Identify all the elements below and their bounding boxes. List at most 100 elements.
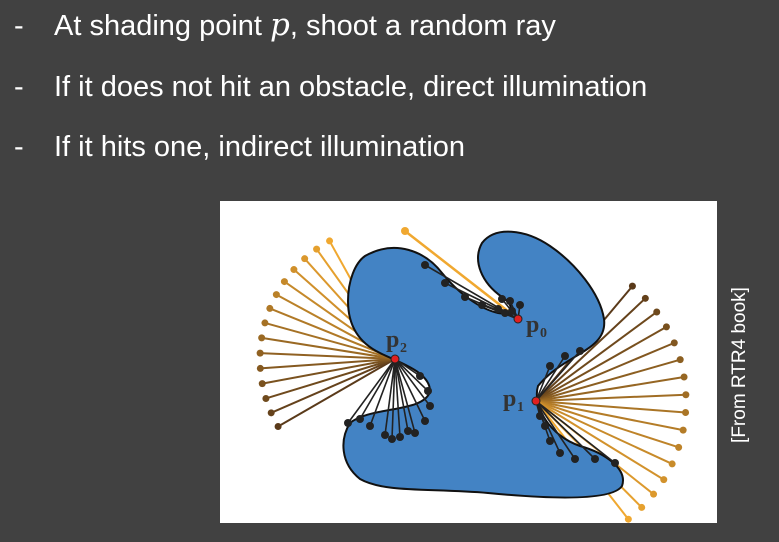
escaping-ray xyxy=(535,311,658,402)
blocked-ray xyxy=(535,400,576,460)
ray-hit-dot xyxy=(421,261,429,269)
ray-hit-dot xyxy=(461,293,469,301)
ray-hit-dot xyxy=(516,301,524,309)
blocked-ray xyxy=(394,358,426,422)
ray-arrowhead xyxy=(258,380,266,388)
ray-arrowhead xyxy=(682,391,690,399)
ray-hit-dot xyxy=(576,347,584,355)
ray-hit-dot xyxy=(494,305,502,313)
ray-hit-dot xyxy=(396,433,404,441)
ray-arrowhead xyxy=(680,373,688,381)
ray-arrowhead xyxy=(274,423,282,430)
escaping-ray xyxy=(265,358,396,400)
bullet-dash: - xyxy=(14,10,24,42)
escaping-ray xyxy=(535,358,681,402)
ray-arrowhead xyxy=(682,409,690,417)
shading-point-p0 xyxy=(513,314,523,324)
point-label-p1: p 1 xyxy=(503,386,524,415)
blocked-ray xyxy=(535,355,566,402)
bullet-dash: - xyxy=(14,131,24,163)
ray-arrowhead xyxy=(401,227,409,235)
point-label-p0: p 0 xyxy=(526,312,547,341)
ray-hit-dot xyxy=(381,431,389,439)
ray-arrowhead xyxy=(313,245,321,253)
escaping-ray xyxy=(262,358,396,385)
bullet-text-start: At shading point xyxy=(54,10,271,42)
ray-hit-dot xyxy=(388,435,396,443)
bullet-text: If it does not hit an obstacle, direct i… xyxy=(54,71,648,103)
blocked-ray-group xyxy=(344,261,619,467)
point-label-p2-sub: 2 xyxy=(400,341,407,356)
ray-arrowhead xyxy=(650,490,658,498)
bullet-text: If it hits one, indirect illumination xyxy=(54,131,466,163)
ray-arrowhead xyxy=(290,266,298,274)
escaping-ray xyxy=(277,358,396,428)
ray-arrowhead xyxy=(670,339,678,347)
point-label-p1-sub: 1 xyxy=(517,400,524,415)
escaping-ray xyxy=(260,358,396,370)
blocked-ray xyxy=(535,400,616,464)
ray-arrowhead xyxy=(679,426,687,434)
escaping-ray xyxy=(535,376,685,402)
blocked-ray xyxy=(347,358,396,424)
ray-arrowhead xyxy=(676,356,684,364)
blocked-ray xyxy=(394,358,421,377)
bullet-text-end: , shoot a random ray xyxy=(289,10,556,42)
ray-arrowhead xyxy=(272,291,280,299)
shading-point-p1 xyxy=(531,396,541,406)
ray-hit-dot xyxy=(591,455,599,463)
ray-arrowhead xyxy=(256,349,264,357)
blocked-ray xyxy=(391,358,396,440)
ray-hit-dot xyxy=(498,295,506,303)
blocked-ray xyxy=(394,358,401,438)
ray-hit-dot xyxy=(356,415,364,423)
ray-hit-dot xyxy=(571,455,579,463)
point-label-p0-letter: p xyxy=(526,312,539,338)
escaping-ray xyxy=(535,400,684,432)
escaping-ray xyxy=(535,400,673,465)
ray-hit-dot xyxy=(421,417,429,425)
ray-arrowhead xyxy=(641,294,649,302)
bullet-dash: - xyxy=(14,71,24,103)
ray-hit-dot xyxy=(506,297,514,305)
ray-arrowhead xyxy=(660,476,668,484)
ray-arrowhead xyxy=(675,443,683,451)
ray-arrowhead xyxy=(280,278,288,286)
ray-arrowhead xyxy=(653,308,661,316)
escaping-ray xyxy=(264,321,396,360)
escaping-ray xyxy=(535,400,679,449)
ray-arrowhead xyxy=(628,282,636,290)
ray-hit-dot xyxy=(411,429,419,437)
blocked-ray xyxy=(394,358,409,432)
escaping-ray xyxy=(535,400,686,414)
blocked-ray xyxy=(535,365,551,402)
bullet-shading-point: - At shading point p, shoot a random ray xyxy=(14,8,556,43)
ray-hit-dot xyxy=(426,402,434,410)
source-caption: [From RTR4 book] xyxy=(729,287,750,443)
ray-diagram: p 0 p 1 p 2 xyxy=(220,201,717,523)
escaping-ray xyxy=(535,341,675,402)
blocked-ray xyxy=(384,358,396,436)
point-label-p2-letter: p xyxy=(386,327,399,353)
escaping-ray xyxy=(270,358,396,414)
ray-hit-dot xyxy=(441,279,449,287)
ray-arrowhead xyxy=(301,255,309,263)
shading-point-p2 xyxy=(390,354,400,364)
ray-arrowhead xyxy=(267,409,275,417)
bullet-indirect-illumination: - If it hits one, indirect illumination xyxy=(14,130,465,164)
blocked-ray xyxy=(535,350,581,402)
ray-hit-dot xyxy=(478,301,486,309)
ray-arrowhead xyxy=(662,323,670,331)
ray-arrowhead xyxy=(668,460,676,468)
ray-arrowhead xyxy=(638,503,646,511)
ray-hit-dot xyxy=(546,362,554,370)
blocked-ray xyxy=(369,358,396,427)
shading-points xyxy=(390,314,541,406)
ray-hit-dot xyxy=(546,437,554,445)
escaping-ray xyxy=(260,352,396,360)
blocked-ray xyxy=(394,358,416,434)
ray-hit-dot xyxy=(611,459,619,467)
ray-hit-dot xyxy=(501,309,509,317)
ray-arrowhead xyxy=(266,304,274,312)
blocked-ray xyxy=(359,358,396,420)
